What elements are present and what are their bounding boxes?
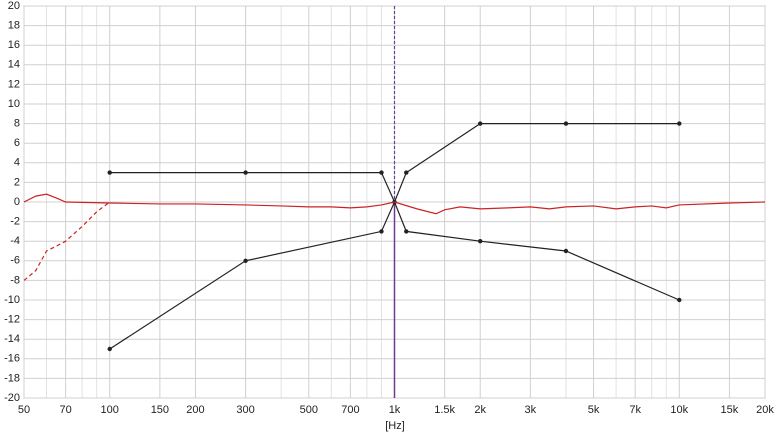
x-tick-label: 2k (474, 404, 486, 416)
y-tick-label: 2 (14, 176, 20, 188)
y-tick-label: 16 (8, 39, 20, 51)
y-tick-label: -8 (10, 274, 20, 286)
series-line (109, 200, 680, 350)
y-tick-label: -18 (4, 372, 20, 384)
y-tick-label: 20 (8, 0, 20, 12)
y-tick-label: 0 (14, 196, 20, 208)
data-point (563, 121, 569, 126)
series-line (109, 123, 680, 204)
x-tick-label: 200 (186, 404, 204, 416)
x-tick-label: 15k (721, 404, 739, 416)
data-point (563, 248, 569, 254)
y-tick-label: -4 (10, 235, 20, 247)
series-line (23, 193, 766, 215)
x-tick-label: 7k (629, 404, 641, 416)
y-tick-label: 14 (8, 59, 20, 71)
data-point (243, 170, 248, 175)
x-tick-label: 1k (389, 404, 401, 416)
x-tick-label: 5k (588, 404, 600, 416)
x-tick-label: 10k (670, 404, 688, 416)
y-tick-label: -20 (4, 392, 20, 404)
y-tick-label: -6 (10, 255, 20, 267)
x-tick-label: 150 (151, 404, 169, 416)
x-tick-label: 500 (300, 404, 318, 416)
y-tick-label: 10 (8, 98, 20, 110)
data-point (379, 229, 384, 234)
y-tick-label: 4 (14, 157, 20, 169)
x-tick-label: 50 (18, 404, 30, 416)
data-point (677, 297, 682, 303)
data-point (677, 121, 682, 126)
data-point (478, 239, 483, 244)
data-point (107, 170, 112, 175)
data-point (404, 170, 409, 175)
y-tick-label: -10 (4, 294, 20, 306)
y-tick-label: -14 (4, 333, 20, 345)
y-tick-label: 8 (14, 118, 20, 130)
x-tick-label: 20k (756, 404, 774, 416)
y-tick-label: 12 (8, 78, 20, 90)
data-point (478, 121, 483, 126)
series-line (23, 201, 111, 281)
y-tick-label: -12 (4, 314, 20, 326)
data-point (243, 258, 248, 263)
y-tick-label: -16 (4, 353, 20, 365)
y-tick-label: 18 (8, 20, 20, 32)
data-point (379, 170, 384, 175)
y-tick-label: 6 (14, 137, 20, 149)
x-tick-label: 3k (525, 404, 537, 416)
x-tick-label: 700 (341, 404, 359, 416)
x-tick-label: 100 (101, 404, 119, 416)
x-axis-label: [Hz] (385, 420, 405, 432)
data-point (404, 229, 409, 234)
x-tick-label: 1.5k (434, 404, 455, 416)
x-tick-label: 300 (236, 404, 254, 416)
y-tick-label: -2 (10, 216, 20, 228)
data-point (107, 346, 112, 352)
x-tick-label: 70 (59, 404, 71, 416)
